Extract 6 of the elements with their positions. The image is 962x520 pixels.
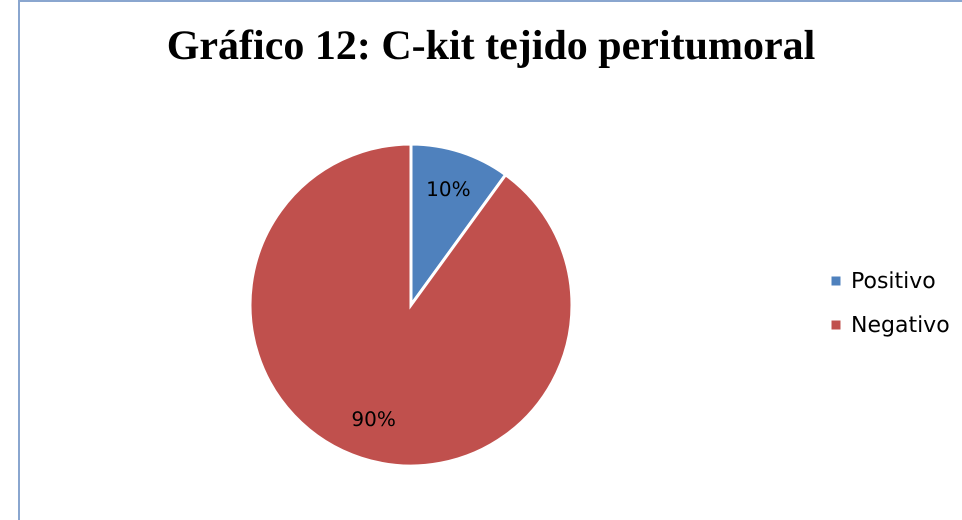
data-label: 10% <box>426 176 471 201</box>
chart-title: Gráfico 12: C-kit tejido peritumoral <box>166 23 816 69</box>
legend-label: Positivo <box>851 269 936 294</box>
legend-label: Negativo <box>851 313 950 338</box>
pie-slice <box>248 142 574 468</box>
data-label: 90% <box>351 407 396 432</box>
